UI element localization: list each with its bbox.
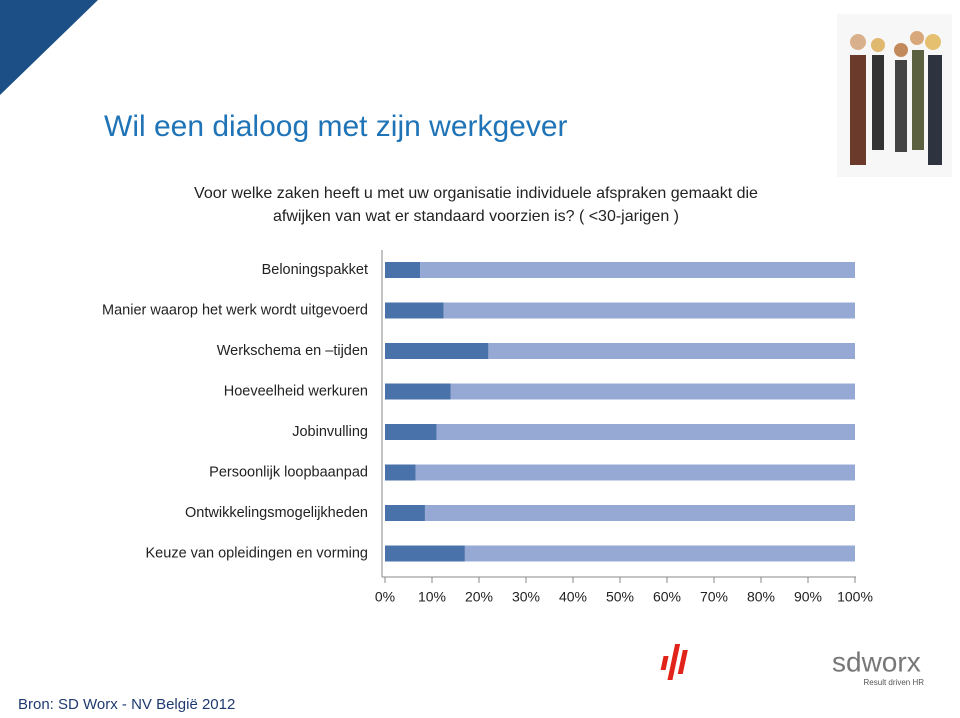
bar-segment bbox=[385, 424, 437, 440]
bar-segment bbox=[385, 343, 489, 359]
slide-title: Wil een dialoog met zijn werkgever bbox=[104, 110, 568, 143]
category-label: Keuze van opleidingen en vorming bbox=[146, 545, 368, 561]
x-tick-label: 30% bbox=[512, 589, 540, 605]
category-label: Hoeveelheid werkuren bbox=[224, 383, 368, 399]
x-tick-label: 10% bbox=[418, 589, 446, 605]
bar-segment bbox=[415, 464, 855, 481]
x-tick-label: 100% bbox=[837, 589, 873, 605]
bar-segment bbox=[488, 343, 855, 359]
logo-tagline: Result driven HR bbox=[864, 678, 925, 687]
bar-segment bbox=[420, 262, 855, 278]
bar-segment bbox=[385, 545, 465, 562]
bar-segment bbox=[464, 545, 855, 562]
bar-segment bbox=[385, 464, 416, 481]
corner-decoration bbox=[0, 0, 98, 95]
x-tick-label: 70% bbox=[700, 589, 728, 605]
bar-segment bbox=[443, 302, 855, 319]
bar-segment bbox=[385, 302, 444, 319]
x-tick-label: 90% bbox=[794, 589, 822, 605]
subtitle: Voor welke zaken heeft u met uw organisa… bbox=[194, 185, 758, 202]
x-tick-label: 40% bbox=[559, 589, 587, 605]
category-label: Beloningspakket bbox=[262, 262, 368, 278]
category-label: Werkschema en –tijden bbox=[217, 343, 368, 359]
bar-segment bbox=[385, 262, 421, 278]
subtitle: afwijken van wat er standaard voorzien i… bbox=[273, 208, 679, 225]
x-tick-label: 50% bbox=[606, 589, 634, 605]
category-label: Manier waarop het werk wordt uitgevoerd bbox=[102, 302, 368, 318]
category-label: Ontwikkelingsmogelijkheden bbox=[185, 505, 368, 521]
category-label: Persoonlijk loopbaanpad bbox=[209, 464, 368, 480]
bar-segment bbox=[424, 505, 855, 521]
x-tick-label: 20% bbox=[465, 589, 493, 605]
source: Bron: SD Worx - NV België 2012 bbox=[18, 696, 235, 713]
bar-segment bbox=[385, 505, 425, 521]
x-tick-label: 80% bbox=[747, 589, 775, 605]
logo-text: sdworx bbox=[832, 646, 921, 677]
x-tick-label: 60% bbox=[653, 589, 681, 605]
bar-segment bbox=[385, 383, 451, 400]
bar-segment bbox=[436, 424, 855, 440]
photo bbox=[837, 14, 952, 177]
bar-segment bbox=[450, 383, 855, 400]
category-label: Jobinvulling bbox=[292, 424, 368, 440]
logo: sdworx Result driven HR bbox=[660, 644, 925, 687]
x-tick-label: 0% bbox=[375, 589, 395, 605]
